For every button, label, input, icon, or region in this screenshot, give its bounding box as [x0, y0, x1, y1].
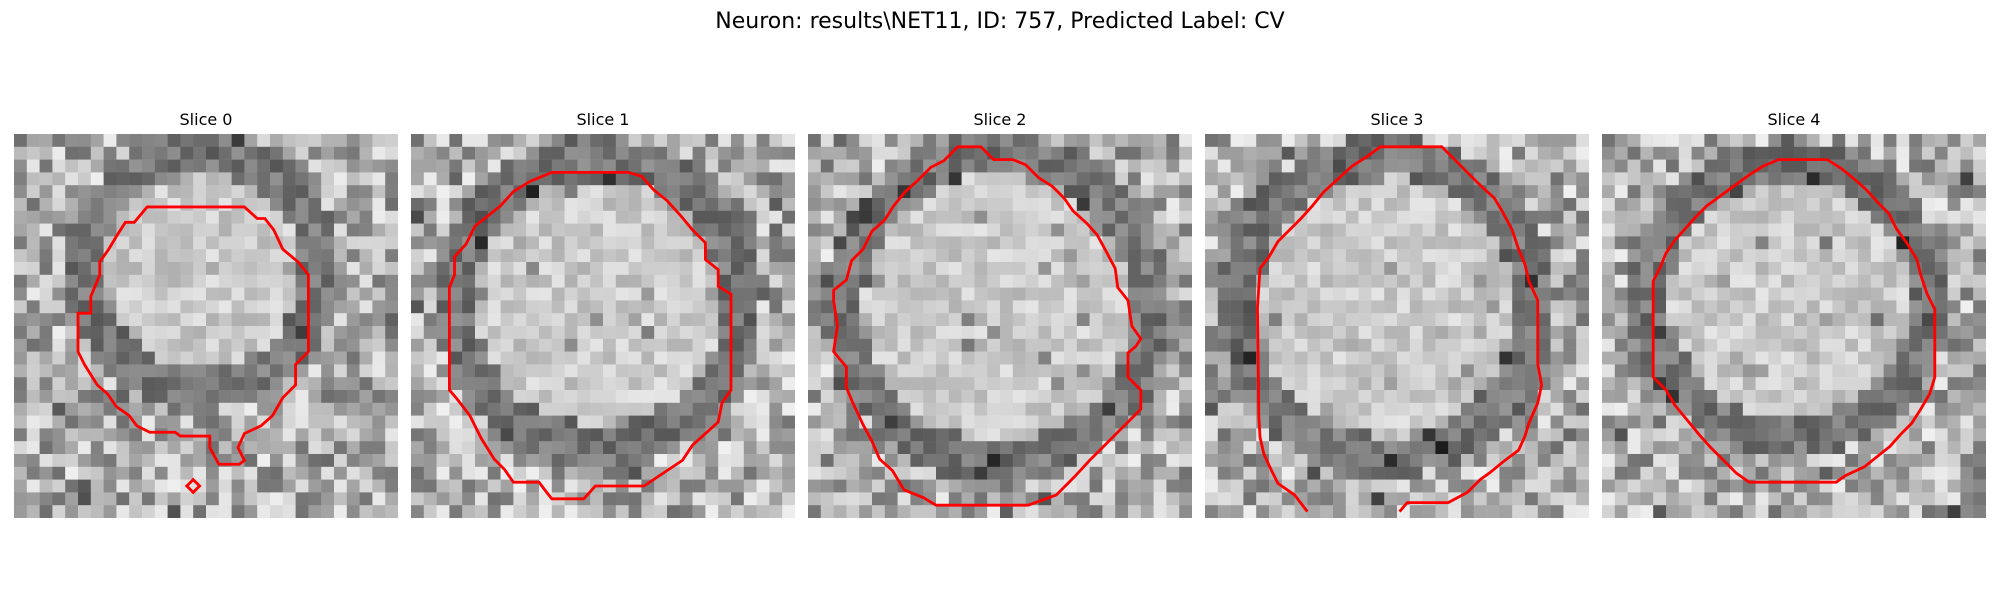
figure-title: Neuron: results\NET11, ID: 757, Predicte… [715, 9, 1285, 34]
slice-title-2: Slice 2 [973, 110, 1027, 129]
segmentation-contour-fragment-0 [184, 477, 202, 495]
segmentation-contour-3 [1256, 145, 1544, 513]
slice-pixels-0 [14, 134, 398, 518]
slice-image-1 [411, 134, 795, 518]
slice-pixels-2 [808, 134, 1192, 518]
segmentation-contour-2 [832, 145, 1143, 507]
slice-image-3 [1205, 134, 1589, 518]
slice-panel-3: Slice 3 [1205, 108, 1589, 518]
slice-pixels-1 [411, 134, 795, 518]
slice-pixels-3 [1205, 134, 1589, 518]
slice-image-2 [808, 134, 1192, 518]
slice-title-3: Slice 3 [1370, 110, 1424, 129]
segmentation-contour-4 [1651, 158, 1937, 484]
segmentation-contour-0 [76, 205, 310, 466]
slice-pixels-4 [1602, 134, 1986, 518]
slice-panel-0: Slice 0 [14, 108, 398, 518]
slice-title-0: Slice 0 [179, 110, 233, 129]
slice-panel-1: Slice 1 [411, 108, 795, 518]
segmentation-contour-1 [447, 170, 733, 501]
slice-title-4: Slice 4 [1767, 110, 1821, 129]
slice-title-1: Slice 1 [576, 110, 630, 129]
slice-image-4 [1602, 134, 1986, 518]
slice-panel-4: Slice 4 [1602, 108, 1986, 518]
slice-image-0 [14, 134, 398, 518]
slice-panel-2: Slice 2 [808, 108, 1192, 518]
